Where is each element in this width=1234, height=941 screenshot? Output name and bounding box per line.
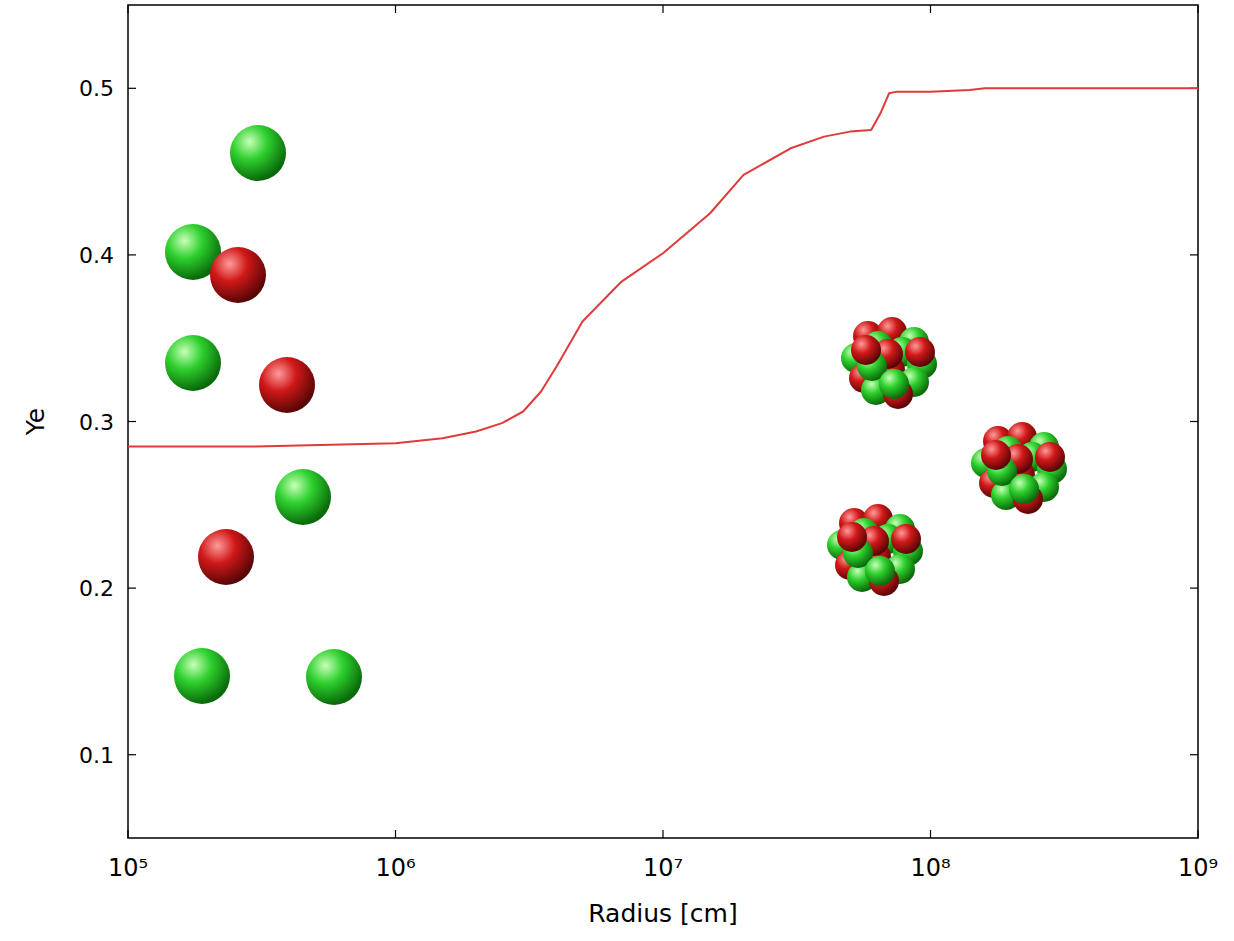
x-axis-title: Radius [cm] [588,899,737,928]
x-tick [1197,830,1198,838]
x-tick [930,830,931,838]
plot-area [128,88,1198,446]
y-tick-label: 0.2 [79,576,114,601]
nucleon [275,469,331,525]
x-tick [127,5,128,13]
y-tick [128,754,136,755]
x-tick [395,5,396,13]
chart: 0.1 0.2 0.3 0.4 0.5 10⁵ 10⁶ 10⁷ 10⁸ 10⁹ Radius [cm… [0,0,1234,941]
nucleon [851,335,881,365]
nucleon [306,649,362,705]
x-tick [395,830,396,838]
nucleon [174,648,230,704]
nucleon [259,357,315,413]
x-tick [662,5,663,13]
nucleon [198,529,254,585]
x-tick [127,830,128,838]
y-axis-title: Ye [21,408,50,436]
plot-frame [128,5,1198,838]
x-tick-label: 10⁸ [910,854,950,882]
nucleon [879,369,909,399]
nucleon [981,440,1011,470]
y-tick [1190,754,1198,755]
x-tick-label: 10⁷ [643,854,683,882]
y-tick [1190,254,1198,255]
nucleon [905,337,935,367]
y-tick-label: 0.1 [79,743,114,768]
nucleon [210,247,266,303]
nucleon [865,556,895,586]
decoration [165,125,1067,705]
y-tick [128,587,136,588]
series-line [128,88,1198,446]
y-tick [1190,587,1198,588]
y-tick [128,88,136,89]
y-tick-label: 0.4 [79,243,114,268]
x-tick [930,5,931,13]
y-tick [1190,421,1198,422]
y-tick-label: 0.5 [79,76,114,101]
x-tick-label: 10⁹ [1178,854,1218,882]
y-tick [128,254,136,255]
nucleon [1035,442,1065,472]
y-tick-label: 0.3 [79,410,114,435]
nucleon [837,522,867,552]
nucleon [1009,474,1039,504]
y-tick [128,421,136,422]
nucleon [165,335,221,391]
x-tick [1197,5,1198,13]
nucleon [891,524,921,554]
x-tick [662,830,663,838]
x-tick-label: 10⁵ [108,854,148,882]
nucleon [230,125,286,181]
x-tick-label: 10⁶ [375,854,415,882]
